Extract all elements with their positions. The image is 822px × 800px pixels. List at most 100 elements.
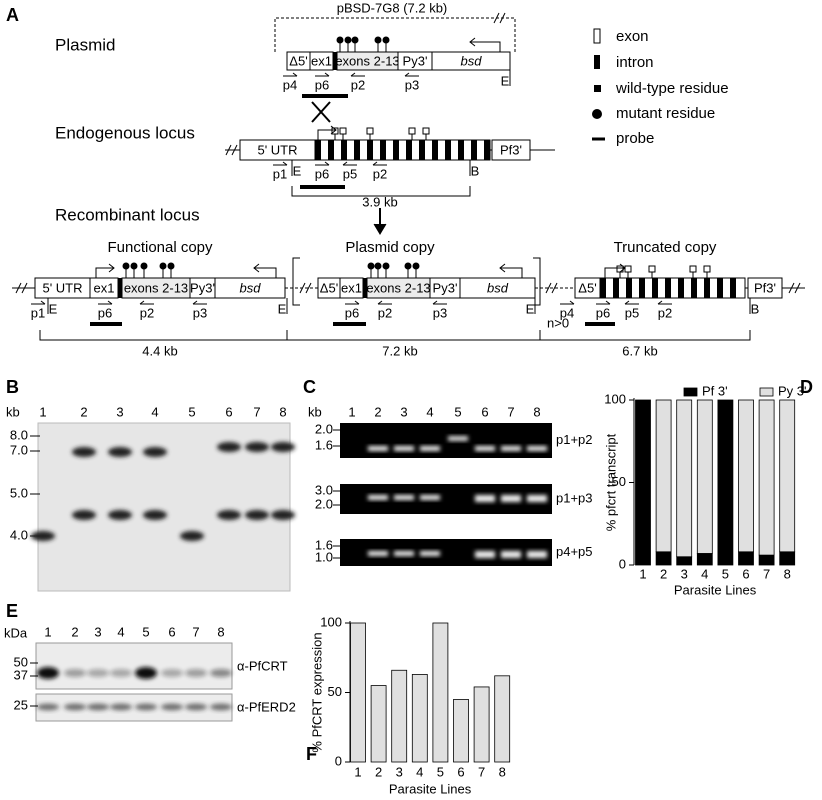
primer-label: p1 — [31, 305, 45, 320]
connector — [317, 129, 336, 140]
band — [87, 669, 109, 677]
lane-label: 4 — [151, 404, 158, 419]
bar-segment — [779, 551, 796, 566]
marker-label: 5.0 — [10, 485, 28, 500]
panel-letter: A — [6, 5, 19, 25]
intron — [432, 140, 438, 160]
segment-label: Pf3' — [754, 280, 776, 295]
x-tick-label: 2 — [375, 764, 382, 779]
mutant-residue — [351, 36, 359, 44]
bar — [391, 669, 408, 763]
connector — [350, 72, 356, 77]
x-tick-label: 6 — [742, 566, 749, 581]
line — [15, 282, 22, 294]
mutant-residue — [130, 262, 138, 270]
band — [501, 551, 521, 558]
line — [545, 282, 552, 294]
line — [299, 282, 306, 294]
lane-label: 2 — [374, 404, 381, 419]
connector — [342, 161, 348, 166]
line — [551, 282, 558, 294]
bar-segment — [758, 399, 775, 556]
intron — [600, 278, 606, 298]
connector — [377, 300, 383, 305]
mutant-residue — [122, 262, 130, 270]
primer-label: p6 — [315, 77, 329, 92]
band — [72, 447, 96, 457]
segment-label: bsd — [487, 280, 509, 295]
x-tick-label: 6 — [457, 764, 464, 779]
segment-label: Δ5' — [289, 53, 307, 68]
site-label: E — [293, 163, 302, 178]
line — [225, 144, 232, 156]
marker-label: 1.0 — [315, 549, 333, 564]
gene-segment — [431, 51, 511, 71]
intron — [484, 140, 490, 160]
size-label: 7.2 kb — [382, 343, 417, 358]
intron — [367, 140, 373, 160]
band — [108, 447, 132, 457]
lane-label: 3 — [94, 624, 101, 639]
marker-label: 37 — [14, 667, 28, 682]
intron — [639, 278, 645, 298]
connector — [139, 300, 145, 305]
band — [501, 446, 521, 451]
intron — [315, 140, 321, 160]
primer-label: p2 — [378, 305, 392, 320]
exon-block — [599, 277, 746, 299]
x-tick-label: 5 — [437, 764, 444, 779]
band — [475, 495, 495, 502]
band — [245, 510, 269, 520]
line — [788, 282, 795, 294]
lane-label: 2 — [71, 624, 78, 639]
segment-label: ex1 — [311, 53, 332, 68]
bar-segment — [676, 399, 693, 558]
connector — [605, 300, 611, 305]
connector — [499, 263, 506, 273]
mutant-residue — [404, 262, 412, 270]
connector — [40, 300, 46, 305]
site-label: B — [471, 163, 480, 178]
band — [271, 510, 295, 520]
x-tick-label: 1 — [354, 764, 361, 779]
band — [394, 495, 414, 500]
intron — [419, 140, 425, 160]
y-tick-label: 100 — [604, 391, 626, 406]
segment-label: Py3' — [403, 53, 428, 68]
row-label: Plasmid — [55, 35, 115, 54]
wild-type-residue — [408, 127, 416, 135]
lane-label: 8 — [279, 404, 286, 419]
intron — [380, 140, 386, 160]
connector — [253, 263, 260, 273]
x-tick-label: 3 — [681, 566, 688, 581]
segment-label: Py3' — [433, 280, 458, 295]
mutant-residue — [367, 262, 375, 270]
intron — [363, 278, 367, 298]
connector — [282, 161, 288, 166]
connector — [500, 267, 523, 278]
band — [217, 442, 241, 452]
connector — [330, 125, 337, 135]
connector — [404, 72, 410, 77]
band — [161, 703, 183, 711]
lane-label: 8 — [533, 404, 540, 419]
band — [475, 446, 495, 451]
band — [87, 703, 109, 711]
mutant-residue — [374, 36, 382, 44]
segment-label: bsd — [240, 280, 262, 295]
y-axis-label: % PfCRT expression — [309, 632, 324, 752]
band — [245, 442, 269, 452]
site-label: E — [501, 73, 510, 88]
connector — [569, 300, 575, 305]
lane-label: 6 — [225, 404, 232, 419]
intron — [393, 140, 399, 160]
mutant-residue — [336, 36, 344, 44]
marker-label: 25 — [14, 697, 28, 712]
site-label: E — [278, 301, 287, 316]
marker-label: 3.0 — [315, 482, 333, 497]
band — [394, 446, 414, 451]
size-label: 4.4 kb — [142, 343, 177, 358]
bar — [411, 674, 428, 763]
gene-segment — [491, 139, 531, 161]
